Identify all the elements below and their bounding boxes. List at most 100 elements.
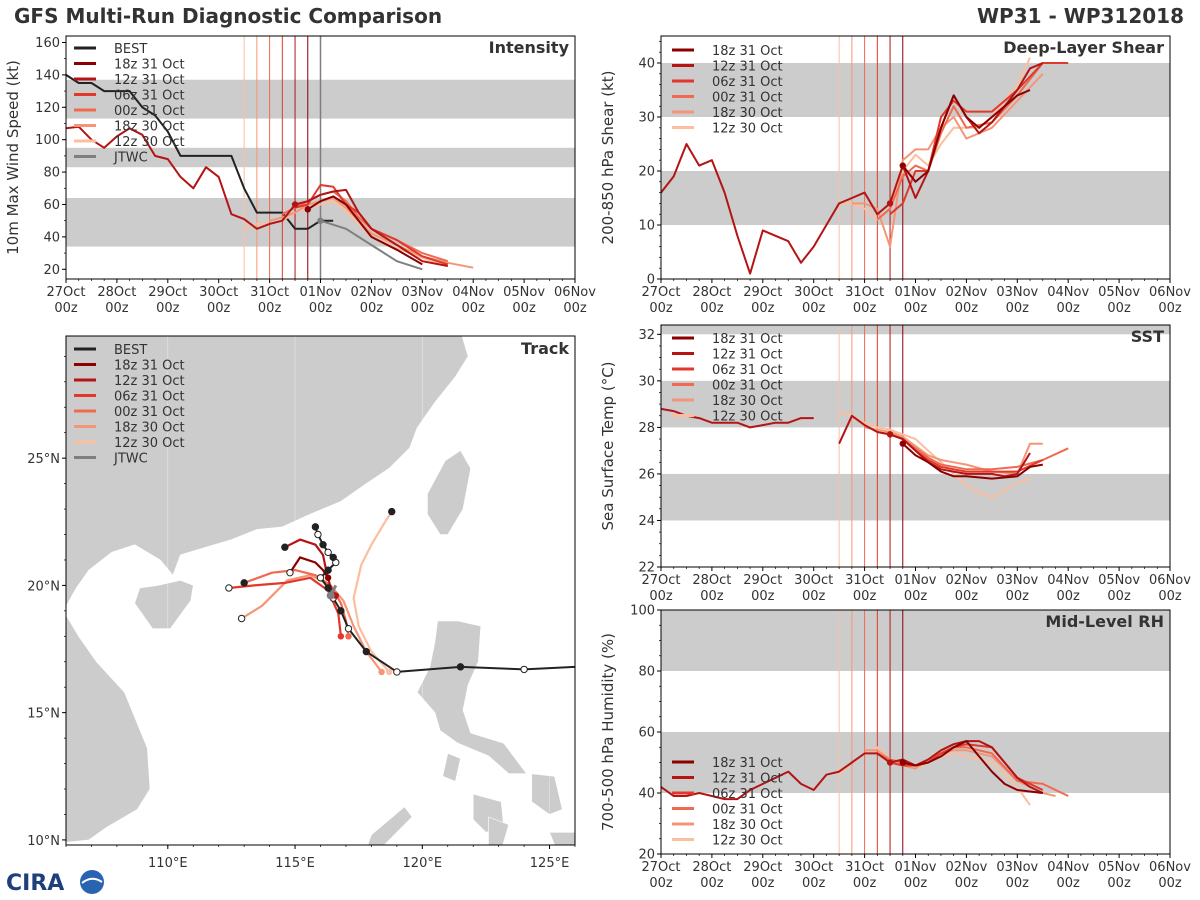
rh-xtick-sub: 00z — [649, 876, 673, 891]
shear-series-line — [902, 89, 1031, 183]
intensity-title: Intensity — [489, 38, 570, 57]
intensity-xtick-sub: 00z — [563, 301, 587, 316]
track-best-dot — [314, 530, 322, 539]
track-legend-label: 18z 30 Oct — [114, 421, 185, 436]
intensity-init-dot — [304, 206, 311, 213]
intensity-legend-label: 06z 31 Oct — [114, 89, 185, 104]
shear-xtick-label: 05Nov — [1098, 285, 1140, 300]
shear-xtick-label: 27Oct — [641, 285, 680, 300]
shear-xtick-sub: 00z — [904, 301, 928, 316]
rh-xtick-sub: 00z — [1107, 876, 1131, 891]
sst-ytick-label: 22 — [638, 561, 655, 576]
rh-legend-label: 18z 31 Oct — [712, 756, 783, 771]
storm-id: WP31 - WP312018 — [977, 4, 1184, 28]
shear-xtick-sub: 00z — [700, 301, 724, 316]
shear-series-line — [889, 62, 1069, 215]
sst-xtick-label: 06Nov — [1149, 573, 1191, 588]
rh-band — [661, 732, 1170, 793]
intensity-ytick-label: 100 — [35, 133, 60, 148]
shear-xtick-label: 03Nov — [996, 285, 1038, 300]
sst-xtick-label: 03Nov — [996, 573, 1038, 588]
sst-xtick-label: 04Nov — [1047, 573, 1089, 588]
intensity-ytick-label: 80 — [43, 166, 60, 181]
track-xtick-label: 110°E — [148, 856, 188, 871]
rh-ytick-label: 20 — [638, 848, 655, 863]
track-best-dot — [337, 607, 345, 615]
shear-xtick-sub: 00z — [955, 301, 979, 316]
sst-xtick-label: 28Oct — [692, 573, 731, 588]
sst-xtick-label: 31Oct — [845, 573, 884, 588]
sst-xtick-sub: 00z — [1107, 589, 1131, 604]
track-lines — [225, 507, 575, 676]
sst-xtick-sub: 00z — [955, 589, 979, 604]
shear-xtick-label: 31Oct — [845, 285, 884, 300]
rh-legend-label: 18z 30 Oct — [712, 818, 783, 833]
rh-legend-label: 12z 30 Oct — [712, 834, 783, 849]
track-legend-label: 12z 30 Oct — [114, 436, 185, 451]
intensity-jtwc-forecast — [320, 219, 423, 271]
sst-ytick-label: 28 — [638, 421, 655, 436]
leyte-shape — [549, 832, 575, 845]
shear-ytick-label: 20 — [638, 165, 655, 180]
track-forecast-line — [228, 576, 342, 637]
intensity-jtwc-dot — [317, 217, 324, 224]
intensity-legend-label: 12z 31 Oct — [114, 73, 185, 88]
rh-legend-label: 12z 31 Oct — [712, 772, 783, 787]
track-init-dot — [386, 668, 393, 676]
shear-xtick-sub: 00z — [751, 301, 775, 316]
rh-title: Mid-Level RH — [1045, 612, 1164, 631]
intensity-xtick-label: 02Nov — [350, 285, 392, 300]
rh-xtick-sub: 00z — [1006, 876, 1030, 891]
rh-xtick-label: 30Oct — [794, 860, 833, 875]
sst-legend-label: 18z 31 Oct — [712, 332, 783, 347]
sst-xtick-sub: 00z — [649, 589, 673, 604]
track-end-dot — [388, 507, 396, 516]
track-best-dot — [324, 566, 332, 574]
sst-xtick-sub: 00z — [700, 589, 724, 604]
intensity-ytick-label: 140 — [35, 68, 60, 83]
shear-series-line — [876, 62, 1044, 221]
sst-xtick-sub: 00z — [1158, 589, 1182, 604]
sst-series-line — [838, 412, 1031, 499]
track-legend-label: 18z 31 Oct — [114, 359, 185, 374]
intensity-xtick-label: 06Nov — [554, 285, 596, 300]
sst-xtick-label: 29Oct — [743, 573, 782, 588]
track-end-dot — [281, 543, 289, 551]
track-best-dot — [393, 668, 401, 676]
rh-xtick-label: 03Nov — [996, 860, 1038, 875]
sst-xtick-sub: 00z — [1006, 589, 1030, 604]
intensity-xtick-sub: 00z — [360, 301, 384, 316]
intensity-xtick-label: 30Oct — [199, 285, 238, 300]
rh-legend-label: 00z 31 Oct — [712, 803, 783, 818]
shear-legend-label: 18z 30 Oct — [712, 106, 783, 121]
sst-ytick-label: 30 — [638, 374, 655, 389]
shear-xtick-sub: 00z — [1158, 301, 1182, 316]
shear-init-dot — [886, 200, 894, 207]
track-best-dot — [329, 553, 337, 562]
shear-legend-label: 12z 31 Oct — [712, 60, 783, 75]
shear-series-line — [851, 73, 1044, 248]
sst-band — [661, 325, 1170, 335]
track-forecast-line — [352, 510, 393, 673]
sst-xtick-label: 05Nov — [1098, 573, 1140, 588]
intensity-legend-label: JTWC — [113, 151, 148, 166]
intensity-series-line — [307, 195, 423, 266]
sst-legend-label: 12z 31 Oct — [712, 348, 783, 363]
cira-logo-globe-icon — [80, 870, 104, 894]
intensity-ytick-label: 60 — [43, 198, 60, 213]
track-legend-label: JTWC — [113, 452, 148, 467]
shear-xtick-label: 04Nov — [1047, 285, 1089, 300]
intensity-ytick-label: 20 — [43, 263, 60, 278]
panel-intensity: 2040608010012014016027Oct00z28Oct00z29Oc… — [4, 35, 596, 316]
negros-shape — [488, 816, 510, 845]
shear-xtick-label: 28Oct — [692, 285, 731, 300]
sst-xtick-label: 27Oct — [641, 573, 680, 588]
track-best-dot — [319, 540, 327, 549]
rh-series-line — [838, 746, 1031, 806]
intensity-ytick-label: 120 — [35, 101, 60, 116]
shear-ytick-label: 40 — [638, 57, 655, 72]
shear-band — [661, 63, 1170, 117]
rh-xtick-label: 02Nov — [945, 860, 987, 875]
rh-xtick-label: 04Nov — [1047, 860, 1089, 875]
